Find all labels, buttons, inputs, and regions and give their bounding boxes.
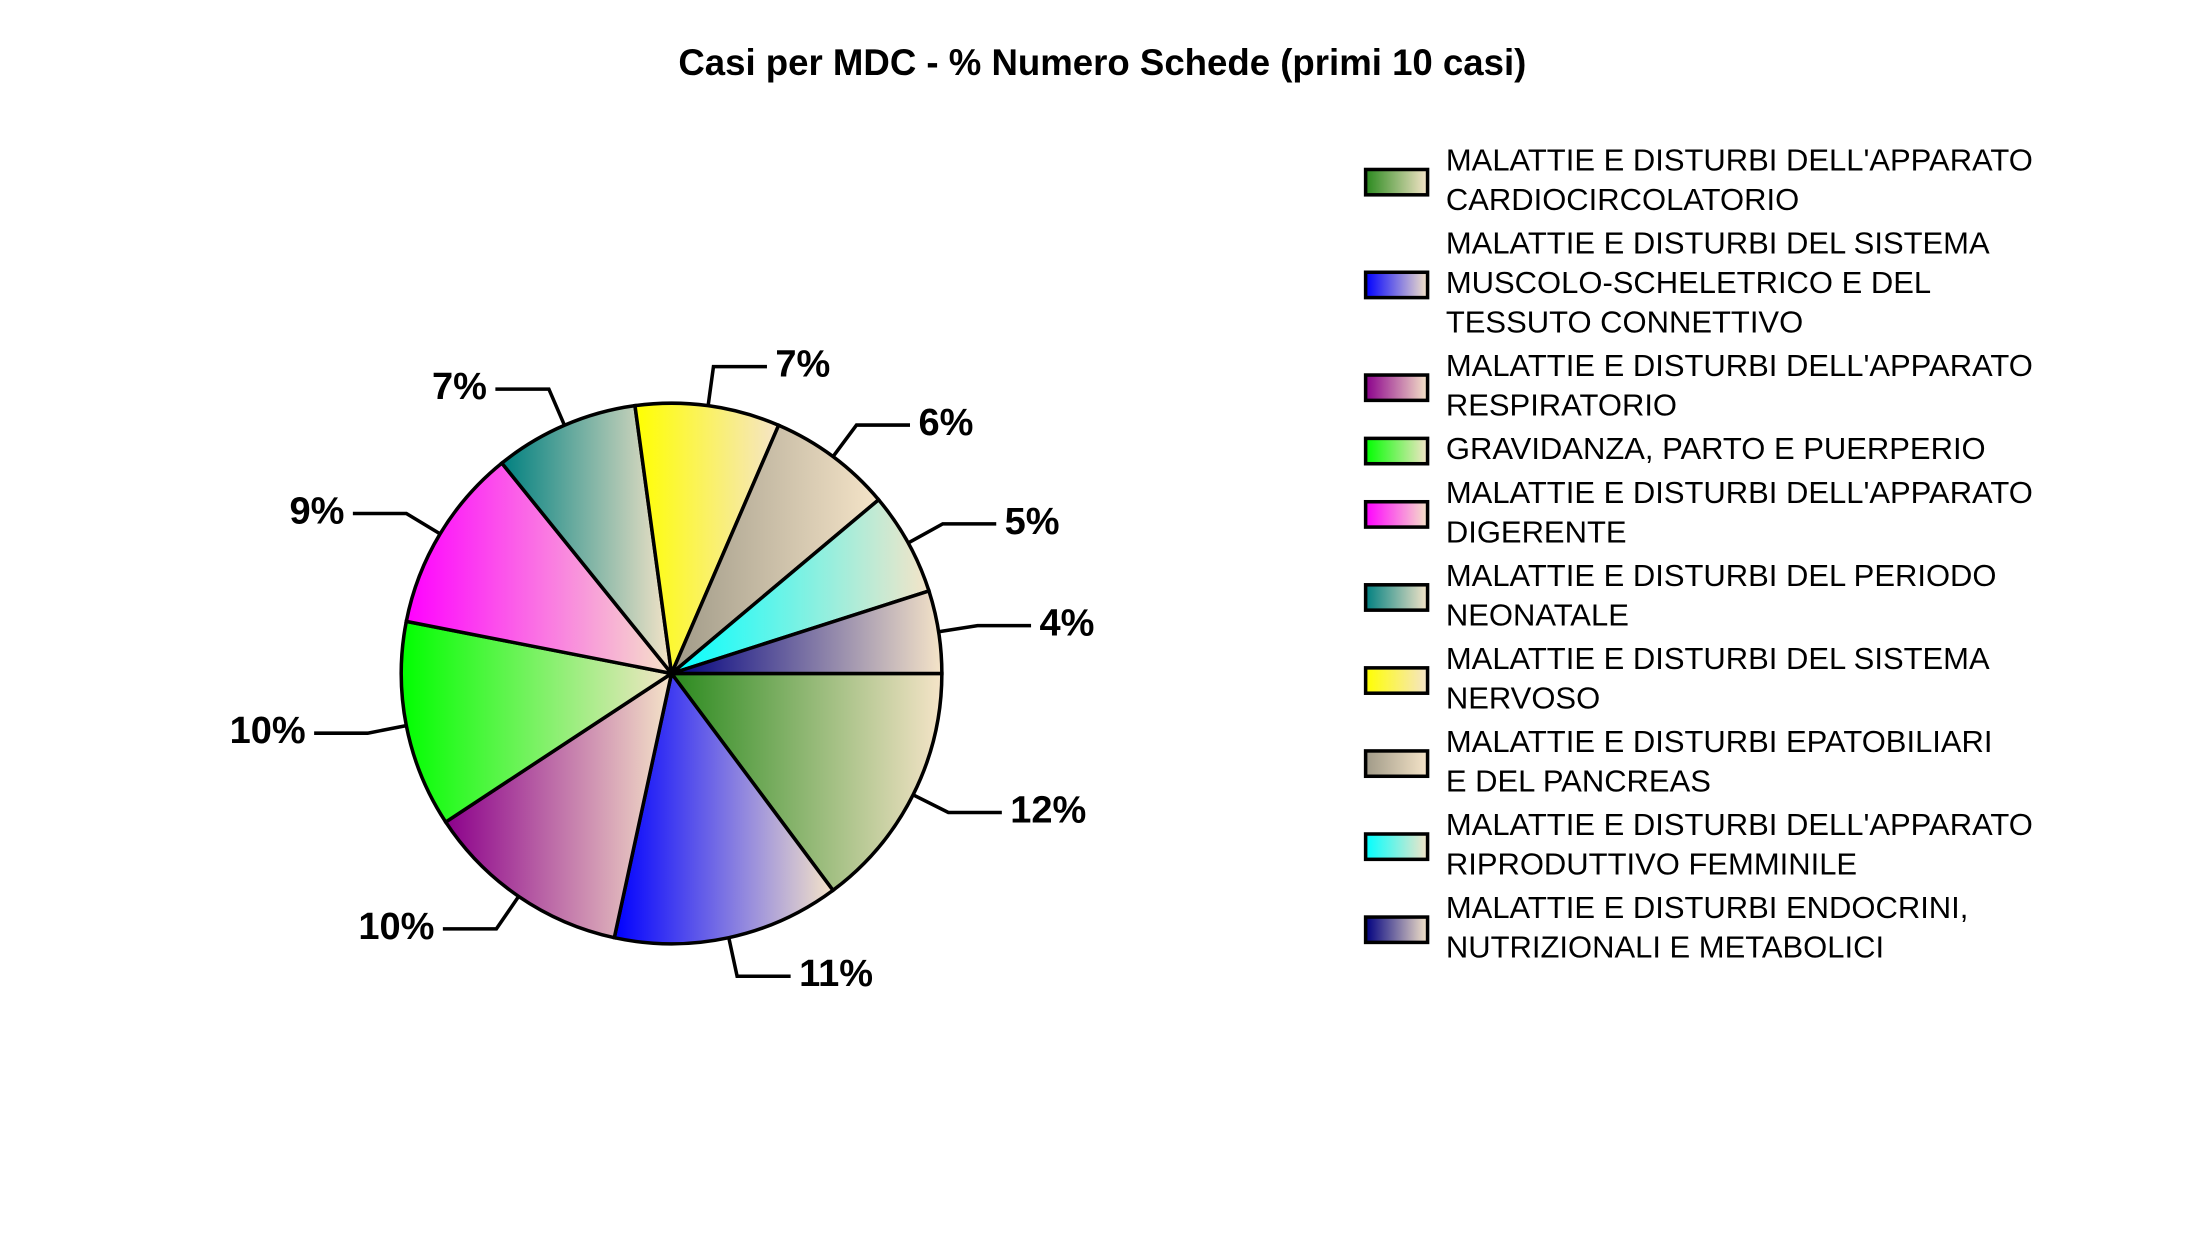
data-label: 10%: [230, 710, 306, 752]
legend-label: MALATTIE E DISTURBI EPATOBILIARI: [1446, 724, 1993, 759]
legend-swatch: [1363, 832, 1430, 862]
legend-label: NERVOSO: [1446, 680, 1600, 715]
data-label: 6%: [918, 402, 973, 444]
legend-swatch: [1363, 749, 1430, 779]
legend-label: MALATTIE E DISTURBI DELL'APPARATO: [1446, 475, 2033, 510]
legend-swatch: [1363, 436, 1430, 466]
pie-slice: [668, 671, 944, 893]
legend-label: MUSCOLO-SCHELETRICO E DEL: [1446, 265, 1931, 300]
leader-line: [727, 937, 791, 978]
legend-swatch: [1363, 499, 1430, 529]
legend-label: E DEL PANCREAS: [1446, 763, 1711, 798]
legend-label: TESSUTO CONNETTIVO: [1446, 305, 1803, 340]
legend-label: RESPIRATORIO: [1446, 388, 1677, 423]
leader-line: [442, 895, 521, 931]
data-label: 5%: [1005, 501, 1060, 543]
legend-swatch: [1363, 666, 1430, 695]
pie-slice: [632, 401, 781, 681]
legend-swatch: [1363, 373, 1430, 403]
legend-swatch: [1363, 270, 1430, 300]
leader-line: [831, 423, 911, 458]
legend-label: DIGERENTE: [1446, 514, 1627, 549]
pie-slice: [671, 588, 944, 676]
leader-line: [352, 511, 442, 536]
data-label: 10%: [358, 906, 434, 948]
data-label: 7%: [432, 366, 487, 408]
legend-label: MALATTIE E DISTURBI ENDOCRINI,: [1446, 890, 1969, 925]
leader-line: [912, 793, 1002, 815]
leader-line: [495, 387, 567, 426]
legend-swatch: [1363, 583, 1430, 612]
pie-slice: [612, 669, 836, 946]
legend-label: CARDIOCIRCOLATORIO: [1446, 182, 1799, 217]
legend-label: MALATTIE E DISTURBI DEL SISTEMA: [1446, 641, 1990, 676]
leader-line: [907, 522, 997, 545]
leader-line: [706, 364, 767, 406]
legend-label: MALATTIE E DISTURBI DEL PERIODO: [1446, 558, 1997, 593]
legend-label: MALATTIE E DISTURBI DELL'APPARATO: [1446, 143, 2033, 178]
data-label: 4%: [1040, 603, 1095, 645]
data-label: 7%: [775, 344, 830, 386]
pie-slice: [499, 403, 675, 680]
legend-swatch: [1363, 915, 1430, 945]
legend-label: RIPRODUTTIVO FEMMINILE: [1446, 847, 1857, 882]
legend-label: MALATTIE E DISTURBI DEL SISTEMA: [1446, 226, 1990, 261]
data-label: 12%: [1010, 790, 1086, 832]
legend-label: GRAVIDANZA, PARTO E PUERPERIO: [1446, 431, 1986, 466]
leader-line: [938, 623, 1032, 634]
leader-line: [314, 723, 407, 735]
legend-label: MALATTIE E DISTURBI DELL'APPARATO: [1446, 807, 2033, 842]
legend-label: NEONATALE: [1446, 597, 1629, 632]
legend-swatch: [1363, 167, 1430, 197]
data-label: 9%: [290, 491, 345, 533]
legend-label: NUTRIZIONALI E METABOLICI: [1446, 930, 1884, 965]
chart-title: Casi per MDC - % Numero Schede (primi 10…: [678, 42, 1526, 83]
legend-label: MALATTIE E DISTURBI DELL'APPARATO: [1446, 348, 2033, 383]
data-label: 11%: [799, 953, 873, 995]
pie-slice: [669, 422, 882, 675]
